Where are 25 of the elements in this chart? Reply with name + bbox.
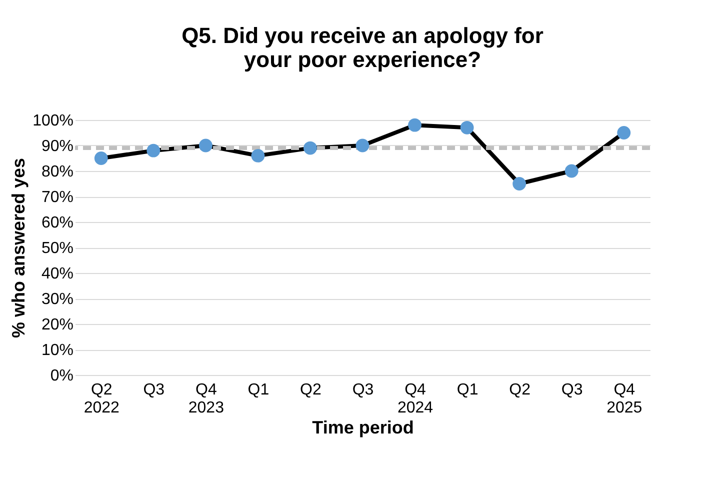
x-tick-label: Q2 — [300, 382, 322, 398]
y-axis-title: % who answered yes — [8, 158, 29, 338]
y-tick-label: 20% — [41, 316, 74, 334]
x-tick-label: Q2 — [509, 382, 531, 398]
x-tick-label: Q3 — [352, 382, 374, 398]
x-tick-label: Q1 — [456, 382, 478, 398]
y-tick-label: 10% — [41, 342, 74, 359]
x-axis-title: Time period — [312, 418, 414, 438]
x-tick-label: Q1 — [248, 382, 270, 398]
x-tick-label: Q3 — [561, 382, 583, 398]
x-tick-label: Q4 2025 — [606, 382, 642, 416]
chart-title: Q5. Did you receive an apology for your poor experience? — [182, 23, 544, 72]
y-tick-label: 30% — [41, 291, 74, 308]
y-tick-label: 40% — [41, 266, 74, 282]
x-tick-label: Q2 2022 — [84, 382, 120, 416]
y-tick-label: 100% — [32, 112, 74, 130]
y-tick-label: 90% — [41, 138, 74, 155]
y-tick-label: 0% — [50, 368, 74, 384]
x-tick-label: Q4 2024 — [397, 382, 434, 416]
y-tick-label: 60% — [41, 214, 74, 232]
x-tick-label: Q3 — [143, 382, 165, 398]
y-tick-label: 70% — [41, 189, 74, 206]
x-tick-label: Q4 2023 — [188, 382, 224, 416]
y-tick-label: 80% — [41, 164, 74, 180]
y-tick-label: 50% — [41, 240, 74, 257]
